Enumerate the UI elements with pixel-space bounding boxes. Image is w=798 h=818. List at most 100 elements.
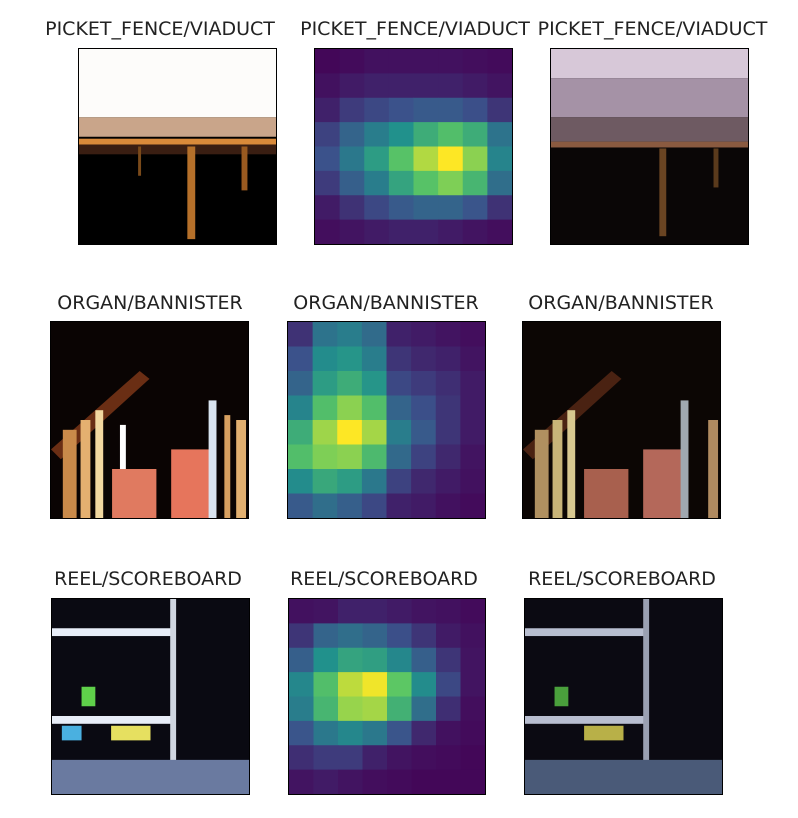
heatmap-cell [460, 444, 485, 470]
panel-title-r2c3: ORGAN/BANNISTER [528, 292, 714, 314]
heatmap-cell [411, 745, 437, 771]
heatmap-cell [460, 647, 485, 673]
heatmap-cell [362, 623, 388, 649]
heatmap-cell [411, 493, 437, 518]
heatmap-cell [339, 219, 365, 244]
heatmap-cell [312, 420, 338, 445]
heatmap-cell [338, 623, 363, 649]
heatmap-cell [362, 720, 388, 746]
heatmap-cell [435, 469, 461, 494]
heatmap-cell [313, 720, 339, 746]
heatmap-attention-3 [288, 598, 486, 795]
heatmap-cell [337, 420, 363, 445]
heatmap-cell [388, 49, 414, 74]
heatmap-cell [388, 195, 414, 221]
heatmap-attention-2 [287, 321, 486, 519]
heatmap-cell [315, 219, 341, 244]
heatmap-cell [460, 420, 485, 445]
heatmap-cell [313, 745, 339, 771]
heatmap-cell [460, 745, 485, 771]
heatmap-cell [411, 769, 437, 794]
heatmap-cell [462, 122, 488, 147]
scoreboard-photo [51, 598, 250, 795]
heatmap-cell [460, 322, 485, 347]
heatmap-cell [312, 493, 338, 518]
heatmap-cell [315, 146, 341, 172]
heatmap-cell [361, 395, 387, 421]
overlay-scoreboard-photo [524, 598, 723, 795]
heatmap-cell [337, 493, 363, 518]
heatmap-cell [387, 599, 412, 624]
heatmap-cell [460, 769, 485, 794]
heatmap-cell [462, 73, 488, 99]
heatmap-cell [438, 170, 464, 196]
heatmap-cell [339, 49, 365, 74]
heatmap-cell [386, 493, 412, 518]
heatmap-cell [411, 696, 437, 722]
heatmap-cell [313, 599, 339, 624]
heatmap-cell [462, 97, 488, 123]
heatmap-cell [388, 170, 414, 196]
heatmap-cell [460, 623, 485, 649]
heatmap-cell [438, 73, 464, 99]
heatmap-cell [436, 745, 461, 771]
heatmap-cell [362, 672, 388, 697]
heatmap-cell [289, 623, 314, 649]
heatmap-cell [337, 469, 363, 494]
heatmap-cell [487, 122, 512, 147]
heatmap-cell [460, 493, 485, 518]
heatmap-cell [312, 395, 338, 421]
heatmap-cell [460, 720, 485, 746]
heatmap-cell [288, 322, 314, 347]
heatmap-cell [487, 195, 512, 221]
heatmap-cell [315, 170, 341, 196]
panel-title-r1c1: PICKET_FENCE/VIADUCT [45, 18, 275, 40]
heatmap-cell [361, 444, 387, 470]
heatmap-cell [337, 371, 363, 396]
overlay-organ-photo [522, 321, 721, 519]
heatmap-cell [288, 444, 314, 470]
heatmap-cell [387, 672, 412, 697]
heatmap-cell [288, 493, 314, 518]
heatmap-cell [364, 146, 390, 172]
heatmap-cell [462, 146, 488, 172]
heatmap-cell [411, 469, 437, 494]
heatmap-cell [362, 599, 388, 624]
heatmap-cell [364, 170, 390, 196]
heatmap-cell [362, 647, 388, 673]
heatmap-cell [338, 647, 363, 673]
heatmap-cell [411, 395, 437, 421]
heatmap-cell [487, 49, 512, 74]
heatmap-cell [364, 195, 390, 221]
heatmap-cell [315, 97, 341, 123]
heatmap-cell [436, 672, 461, 697]
heatmap-cell [361, 493, 387, 518]
heatmap-cell [436, 647, 461, 673]
heatmap-cell [289, 745, 314, 771]
heatmap-cell [361, 371, 387, 396]
heatmap-cell [487, 219, 512, 244]
heatmap-cell [387, 623, 412, 649]
heatmap-cell [413, 97, 439, 123]
heatmap-cell [364, 97, 390, 123]
heatmap-cell [288, 395, 314, 421]
heatmap-cell [413, 170, 439, 196]
panel-title-r3c2: REEL/SCOREBOARD [290, 568, 478, 590]
heatmap-cell [337, 395, 363, 421]
heatmap-cell [388, 73, 414, 99]
heatmap-cell [435, 493, 461, 518]
panel-title-r1c2: PICKET_FENCE/VIADUCT [300, 18, 530, 40]
heatmap-cell [364, 122, 390, 147]
heatmap-cell [411, 420, 437, 445]
heatmap-cell [462, 219, 488, 244]
heatmap-cell [411, 672, 437, 697]
heatmap-cell [411, 371, 437, 396]
panel-title-r3c1: REEL/SCOREBOARD [54, 568, 242, 590]
panel-title-r1c3: PICKET_FENCE/VIADUCT [537, 18, 768, 40]
heatmap-cell [312, 444, 338, 470]
heatmap-cell [411, 346, 437, 372]
heatmap-cell [312, 371, 338, 396]
heatmap-cell [312, 469, 338, 494]
heatmap-cell [386, 322, 412, 347]
heatmap-cell [487, 73, 512, 99]
